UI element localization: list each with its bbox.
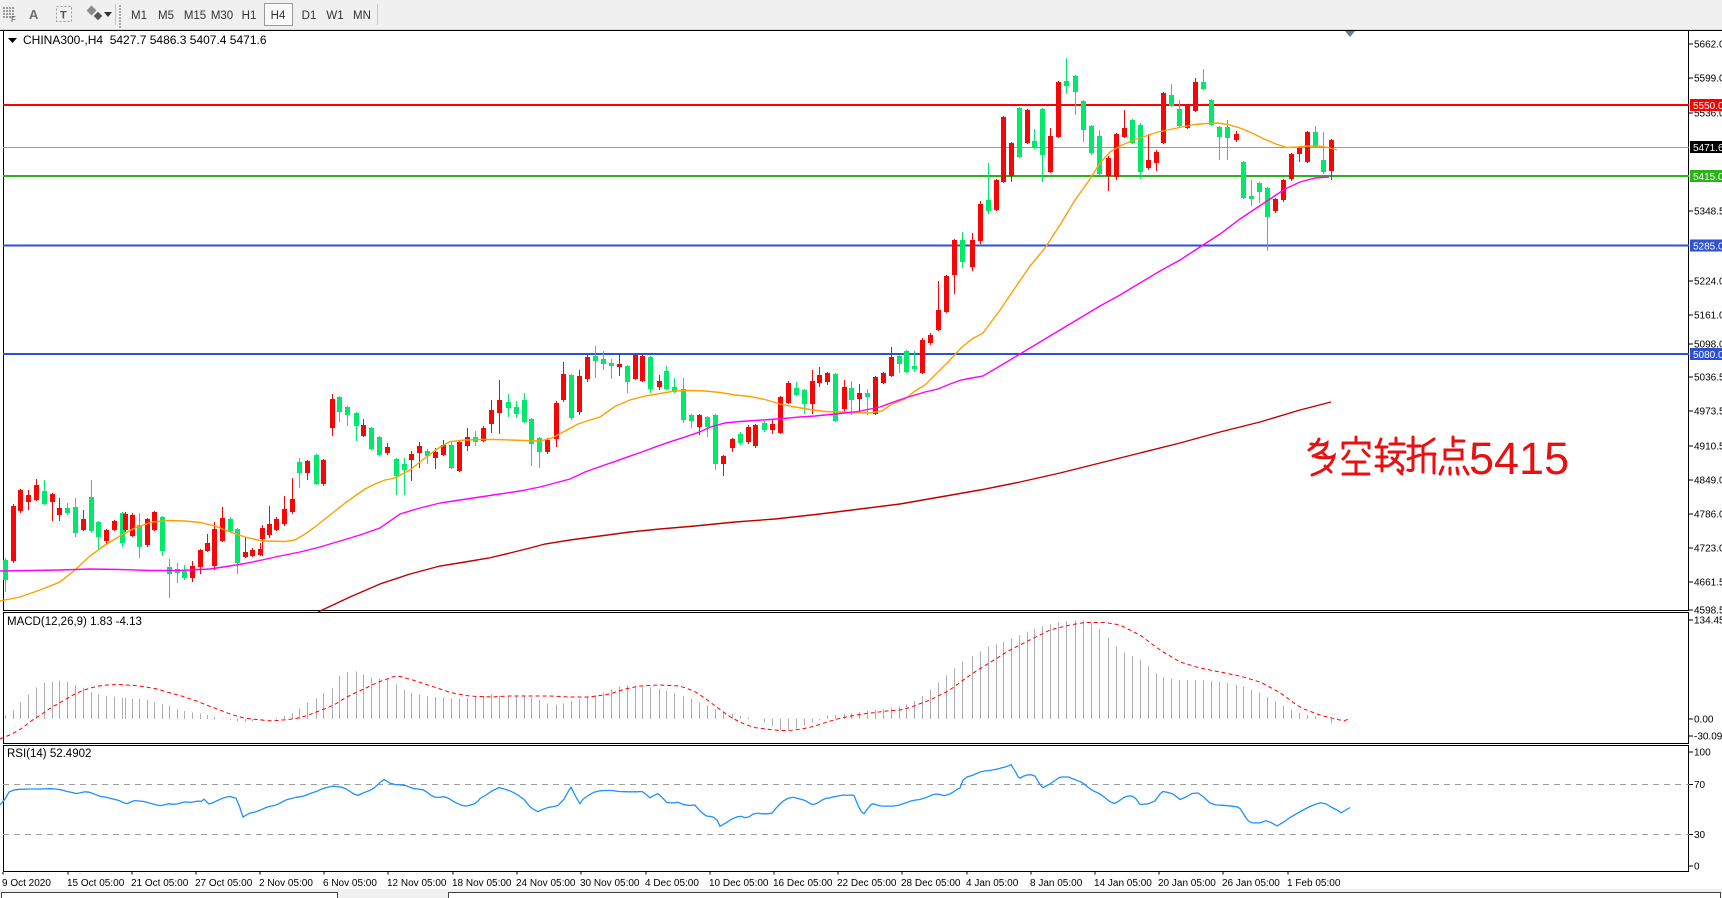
svg-text:5161.0: 5161.0 bbox=[1694, 311, 1722, 322]
svg-text:24 Nov 05:00: 24 Nov 05:00 bbox=[516, 878, 576, 889]
svg-text:4723.0: 4723.0 bbox=[1694, 544, 1722, 555]
svg-text:4973.5: 4973.5 bbox=[1694, 407, 1722, 418]
svg-text:5098.0: 5098.0 bbox=[1694, 340, 1722, 351]
svg-text:10 Dec 05:00: 10 Dec 05:00 bbox=[709, 878, 769, 889]
svg-text:A: A bbox=[29, 7, 39, 22]
svg-text:5599.0: 5599.0 bbox=[1694, 74, 1722, 85]
svg-text:MACD(12,26,9) 1.83 -4.13: MACD(12,26,9) 1.83 -4.13 bbox=[7, 616, 142, 628]
svg-text:F: F bbox=[11, 15, 16, 24]
svg-text:70: 70 bbox=[1694, 780, 1706, 791]
svg-text:20 Jan 05:00: 20 Jan 05:00 bbox=[1158, 878, 1216, 889]
svg-text:22 Dec 05:00: 22 Dec 05:00 bbox=[837, 878, 897, 889]
svg-text:H1: H1 bbox=[242, 10, 257, 22]
svg-text:M5: M5 bbox=[158, 10, 174, 22]
svg-text:T: T bbox=[60, 10, 67, 22]
svg-text:D1: D1 bbox=[302, 10, 317, 22]
svg-text:-30.09: -30.09 bbox=[1694, 732, 1722, 743]
svg-text:CHINA300-,H4 5427.7 5486.3 54: CHINA300-,H4 5427.7 5486.3 5407.4 5471.6 bbox=[23, 33, 267, 47]
svg-text:5036.5: 5036.5 bbox=[1694, 373, 1722, 384]
svg-text:M1: M1 bbox=[131, 10, 147, 22]
svg-text:14 Jan 05:00: 14 Jan 05:00 bbox=[1094, 878, 1152, 889]
svg-text:RSI(14) 52.4902: RSI(14) 52.4902 bbox=[7, 748, 91, 760]
svg-text:0.00: 0.00 bbox=[1694, 715, 1714, 726]
svg-text:5415.0: 5415.0 bbox=[1693, 172, 1722, 183]
svg-text:5415: 5415 bbox=[1469, 433, 1569, 484]
svg-text:4598.5: 4598.5 bbox=[1694, 606, 1722, 617]
svg-text:18 Nov 05:00: 18 Nov 05:00 bbox=[452, 878, 512, 889]
svg-text:5471.6: 5471.6 bbox=[1693, 143, 1722, 154]
svg-text:2 Nov 05:00: 2 Nov 05:00 bbox=[259, 878, 313, 889]
svg-text:8 Jan 05:00: 8 Jan 05:00 bbox=[1030, 878, 1083, 889]
svg-text:28 Dec 05:00: 28 Dec 05:00 bbox=[901, 878, 961, 889]
svg-text:134.45: 134.45 bbox=[1694, 616, 1722, 627]
svg-text:30 Nov 05:00: 30 Nov 05:00 bbox=[580, 878, 640, 889]
svg-text:4910.5: 4910.5 bbox=[1694, 442, 1722, 453]
svg-text:9 Oct 2020: 9 Oct 2020 bbox=[2, 878, 51, 889]
svg-text:1 Feb 05:00: 1 Feb 05:00 bbox=[1287, 878, 1341, 889]
svg-text:30: 30 bbox=[1694, 830, 1706, 841]
svg-text:W1: W1 bbox=[326, 10, 343, 22]
svg-text:5080.0: 5080.0 bbox=[1693, 350, 1722, 361]
svg-text:100: 100 bbox=[1694, 748, 1711, 759]
svg-text:4661.5: 4661.5 bbox=[1694, 578, 1722, 589]
svg-text:M15: M15 bbox=[184, 10, 206, 22]
svg-text:16 Dec 05:00: 16 Dec 05:00 bbox=[773, 878, 833, 889]
svg-text:12 Nov 05:00: 12 Nov 05:00 bbox=[387, 878, 447, 889]
svg-text:5536.0: 5536.0 bbox=[1694, 109, 1722, 120]
svg-text:M30: M30 bbox=[211, 10, 233, 22]
svg-text:5224.0: 5224.0 bbox=[1694, 277, 1722, 288]
svg-text:MN: MN bbox=[353, 10, 371, 22]
svg-text:15 Oct 05:00: 15 Oct 05:00 bbox=[67, 878, 125, 889]
svg-text:5550.0: 5550.0 bbox=[1693, 101, 1722, 112]
svg-text:5285.0: 5285.0 bbox=[1693, 242, 1722, 253]
svg-text:0: 0 bbox=[1694, 862, 1700, 873]
svg-text:27 Oct 05:00: 27 Oct 05:00 bbox=[195, 878, 253, 889]
svg-text:21 Oct 05:00: 21 Oct 05:00 bbox=[131, 878, 189, 889]
svg-text:5662.0: 5662.0 bbox=[1694, 40, 1722, 51]
svg-text:6 Nov 05:00: 6 Nov 05:00 bbox=[323, 878, 377, 889]
svg-text:4 Jan 05:00: 4 Jan 05:00 bbox=[966, 878, 1019, 889]
svg-text:4 Dec 05:00: 4 Dec 05:00 bbox=[645, 878, 699, 889]
svg-text:26 Jan 05:00: 26 Jan 05:00 bbox=[1222, 878, 1280, 889]
svg-text:H4: H4 bbox=[271, 10, 286, 22]
svg-text:4849.0: 4849.0 bbox=[1694, 476, 1722, 487]
svg-text:4786.0: 4786.0 bbox=[1694, 510, 1722, 521]
svg-text:5348.5: 5348.5 bbox=[1694, 207, 1722, 218]
